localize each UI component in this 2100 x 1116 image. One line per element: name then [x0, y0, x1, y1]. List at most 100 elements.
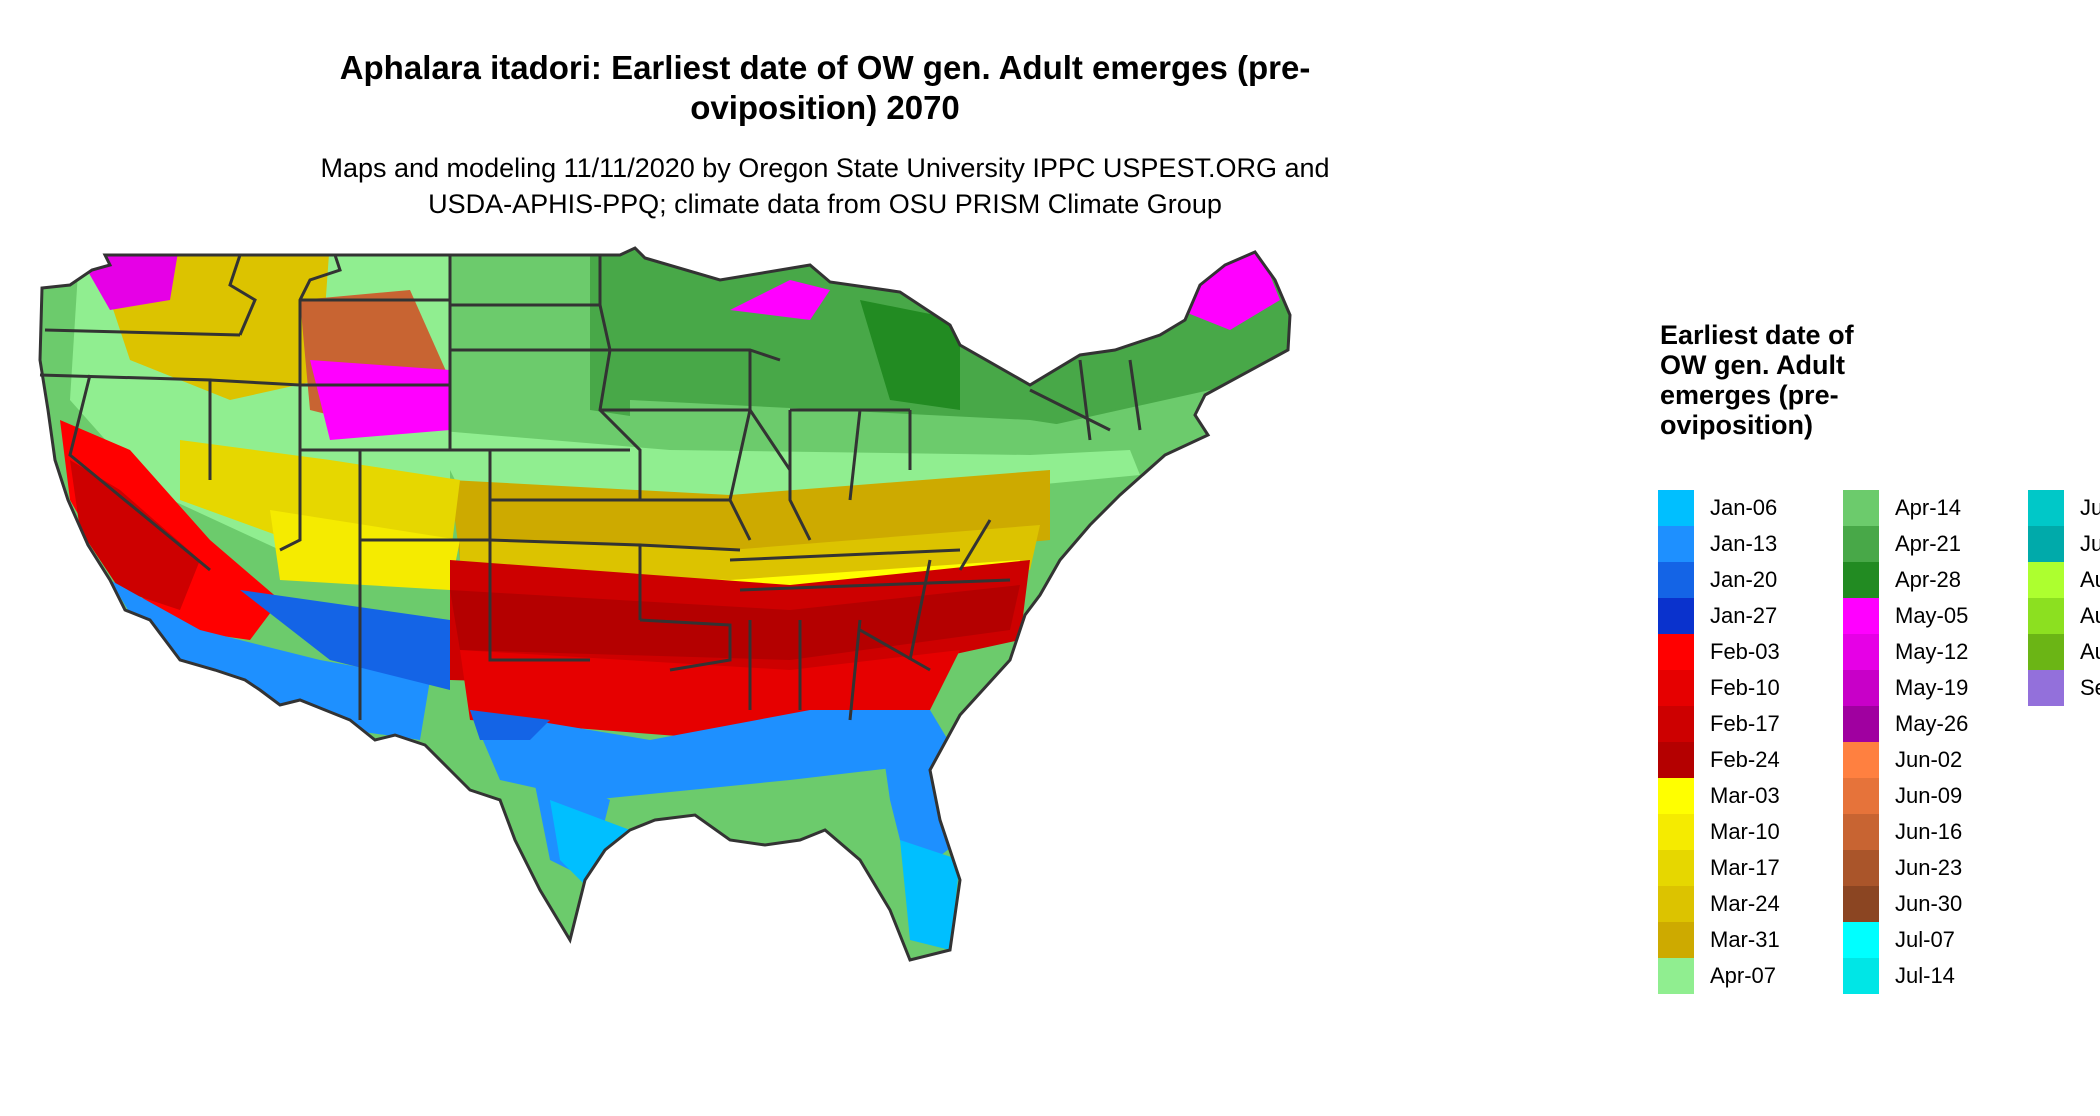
- legend-swatch: [1658, 670, 1694, 706]
- legend-item: Jan-13: [1658, 526, 1848, 562]
- legend-swatch: [1843, 814, 1879, 850]
- legend-label: Jul-21: [2080, 495, 2100, 520]
- legend-swatch: [1658, 922, 1694, 958]
- legend-swatch: [1658, 634, 1694, 670]
- legend-swatch: [1843, 886, 1879, 922]
- legend-label: Jan-13: [1710, 531, 1778, 556]
- legend-swatch: [1658, 526, 1694, 562]
- legend-label: Jun-09: [1895, 783, 1963, 808]
- legend-label: Jul-28: [2080, 531, 2100, 556]
- legend-label: Aug-11: [2080, 603, 2100, 628]
- legend-swatch: [1843, 634, 1879, 670]
- legend-label: May-26: [1895, 711, 1969, 736]
- legend-label: Mar-17: [1710, 855, 1780, 880]
- legend-swatch: [1843, 742, 1879, 778]
- state-borders: [38, 246, 1292, 962]
- legend-label: Mar-10: [1710, 819, 1780, 844]
- legend-swatch: [1658, 706, 1694, 742]
- legend-label: Jan-27: [1710, 603, 1778, 628]
- legend-label: Feb-10: [1710, 675, 1780, 700]
- legend-item: Mar-17: [1658, 850, 1848, 886]
- legend-swatch: [2028, 490, 2064, 526]
- legend-label: Jan-06: [1710, 495, 1778, 520]
- legend-label: Jun-30: [1895, 891, 1963, 916]
- legend-label: Feb-17: [1710, 711, 1780, 736]
- legend-item: Jul-28: [2028, 526, 2100, 562]
- legend-item: Jun-30: [1843, 886, 2033, 922]
- legend-swatch: [1658, 814, 1694, 850]
- legend-swatch: [2028, 670, 2064, 706]
- legend-title: Earliest date of OW gen. Adult emerges (…: [1660, 320, 1854, 440]
- legend-label: Apr-14: [1895, 495, 1962, 520]
- legend-label: Aug-25: [2080, 639, 2100, 664]
- legend-label: Feb-03: [1710, 639, 1780, 664]
- legend-item: Jul-07: [1843, 922, 2033, 958]
- legend-item: Apr-14: [1843, 490, 2033, 526]
- legend-item: Jun-16: [1843, 814, 2033, 850]
- legend-swatch: [1658, 850, 1694, 886]
- map-color-zones: [40, 248, 1290, 960]
- legend-swatch: [1658, 958, 1694, 994]
- legend-label: May-05: [1895, 603, 1969, 628]
- legend-item: Sep-08: [2028, 670, 2100, 706]
- legend-label: Apr-21: [1895, 531, 1962, 556]
- legend-item: Mar-03: [1658, 778, 1848, 814]
- legend-item: May-12: [1843, 634, 2033, 670]
- legend-item: Apr-28: [1843, 562, 2033, 598]
- legend-swatch: [2028, 526, 2064, 562]
- legend-label: May-19: [1895, 675, 1969, 700]
- us-phenology-map: [38, 246, 1292, 962]
- legend-label: Jun-16: [1895, 819, 1963, 844]
- legend-item: May-26: [1843, 706, 2033, 742]
- legend-swatch: [2028, 634, 2064, 670]
- legend-swatch: [1658, 778, 1694, 814]
- legend-swatch: [2028, 562, 2064, 598]
- legend-swatch: [1658, 886, 1694, 922]
- legend-label: Jul-07: [1895, 927, 1955, 952]
- legend-swatch: [1843, 706, 1879, 742]
- legend-swatch: [1843, 922, 1879, 958]
- legend-item: Aug-11: [2028, 598, 2100, 634]
- legend-item: Jun-02: [1843, 742, 2033, 778]
- legend-item: Jun-23: [1843, 850, 2033, 886]
- map-title: Aphalara itadori: Earliest date of OW ge…: [339, 49, 1311, 126]
- legend-item: Mar-10: [1658, 814, 1848, 850]
- legend-swatch: [1843, 490, 1879, 526]
- legend-label: Apr-28: [1895, 567, 1962, 592]
- legend-swatch: [2028, 598, 2064, 634]
- legend-swatch: [1658, 490, 1694, 526]
- legend-item: Jul-21: [2028, 490, 2100, 526]
- legend-item: Jan-27: [1658, 598, 1848, 634]
- legend-item: Feb-17: [1658, 706, 1848, 742]
- legend-item: Apr-21: [1843, 526, 2033, 562]
- legend-item: Mar-31: [1658, 922, 1848, 958]
- subtitle-line-1: Maps and modeling 11/11/2020 by Oregon S…: [320, 153, 1330, 183]
- legend-label: Mar-31: [1710, 927, 1780, 952]
- legend-label: Jun-23: [1895, 855, 1963, 880]
- legend-swatch: [1843, 670, 1879, 706]
- legend-item: May-19: [1843, 670, 2033, 706]
- legend-item: Aug-04: [2028, 562, 2100, 598]
- legend-item: Jan-20: [1658, 562, 1848, 598]
- map-subtitle: Maps and modeling 11/11/2020 by Oregon S…: [250, 150, 1400, 222]
- legend-label: Apr-07: [1710, 963, 1777, 988]
- legend-swatch: [1658, 598, 1694, 634]
- legend-item: Jan-06: [1658, 490, 1848, 526]
- legend-swatch: [1843, 526, 1879, 562]
- legend-swatch: [1843, 958, 1879, 994]
- legend-item: Mar-24: [1658, 886, 1848, 922]
- legend-label: Mar-24: [1710, 891, 1780, 916]
- legend-swatch: [1658, 562, 1694, 598]
- legend-label: May-12: [1895, 639, 1969, 664]
- legend-item: Feb-03: [1658, 634, 1848, 670]
- legend-item: Aug-25: [2028, 634, 2100, 670]
- legend-swatch: [1843, 562, 1879, 598]
- legend-item: Jul-14: [1843, 958, 2033, 994]
- legend-item: Feb-10: [1658, 670, 1848, 706]
- legend-label: Jun-02: [1895, 747, 1963, 772]
- legend-swatch: [1843, 598, 1879, 634]
- legend-swatch: [1843, 778, 1879, 814]
- subtitle-line-2: USDA-APHIS-PPQ; climate data from OSU PR…: [428, 189, 1222, 219]
- legend-swatch: [1843, 850, 1879, 886]
- legend-label: Jan-20: [1710, 567, 1778, 592]
